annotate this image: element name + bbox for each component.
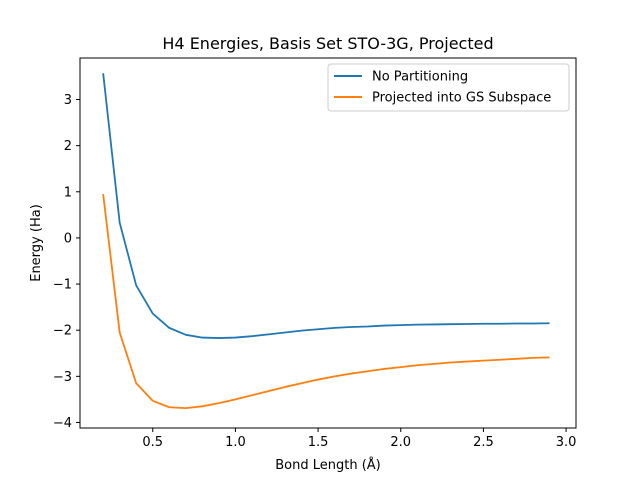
x-tick-label: 1.5 xyxy=(308,435,329,450)
legend: No Partitioning Projected into GS Subspa… xyxy=(327,63,570,112)
y-tick-label: 0 xyxy=(64,231,72,246)
x-axis-label: Bond Length (Å) xyxy=(275,457,381,473)
y-tick-label: −2 xyxy=(53,324,72,339)
x-tick-label: 2.5 xyxy=(473,435,494,450)
y-tick-label: −3 xyxy=(53,370,72,385)
x-tick-label: 3.0 xyxy=(556,435,577,450)
y-axis-ticks: −4 −3 −2 −1 0 1 2 3 xyxy=(53,93,80,431)
plot-background xyxy=(80,58,576,428)
x-tick-label: 0.5 xyxy=(142,435,163,450)
y-tick-label: −1 xyxy=(53,278,72,293)
y-tick-label: 3 xyxy=(64,93,72,108)
x-axis-ticks: 0.5 1.0 1.5 2.0 2.5 3.0 xyxy=(142,428,576,450)
plot-frame xyxy=(79,57,577,429)
legend-box xyxy=(327,63,570,112)
series-layer xyxy=(102,73,550,410)
series-line-0 xyxy=(102,73,550,339)
y-tick-label: −4 xyxy=(53,416,72,431)
x-tick-label: 2.0 xyxy=(390,435,411,450)
x-tick-label: 1.0 xyxy=(225,435,246,450)
series-line-1 xyxy=(102,193,550,410)
chart-title: H4 Energies, Basis Set STO-3G, Projected xyxy=(162,34,493,53)
legend-label-no-partitioning: No Partitioning xyxy=(372,70,468,85)
y-tick-label: 1 xyxy=(64,185,72,200)
y-tick-label: 2 xyxy=(64,139,72,154)
legend-label-projected: Projected into GS Subspace xyxy=(372,91,551,106)
y-axis-label: Energy (Ha) xyxy=(29,204,44,282)
